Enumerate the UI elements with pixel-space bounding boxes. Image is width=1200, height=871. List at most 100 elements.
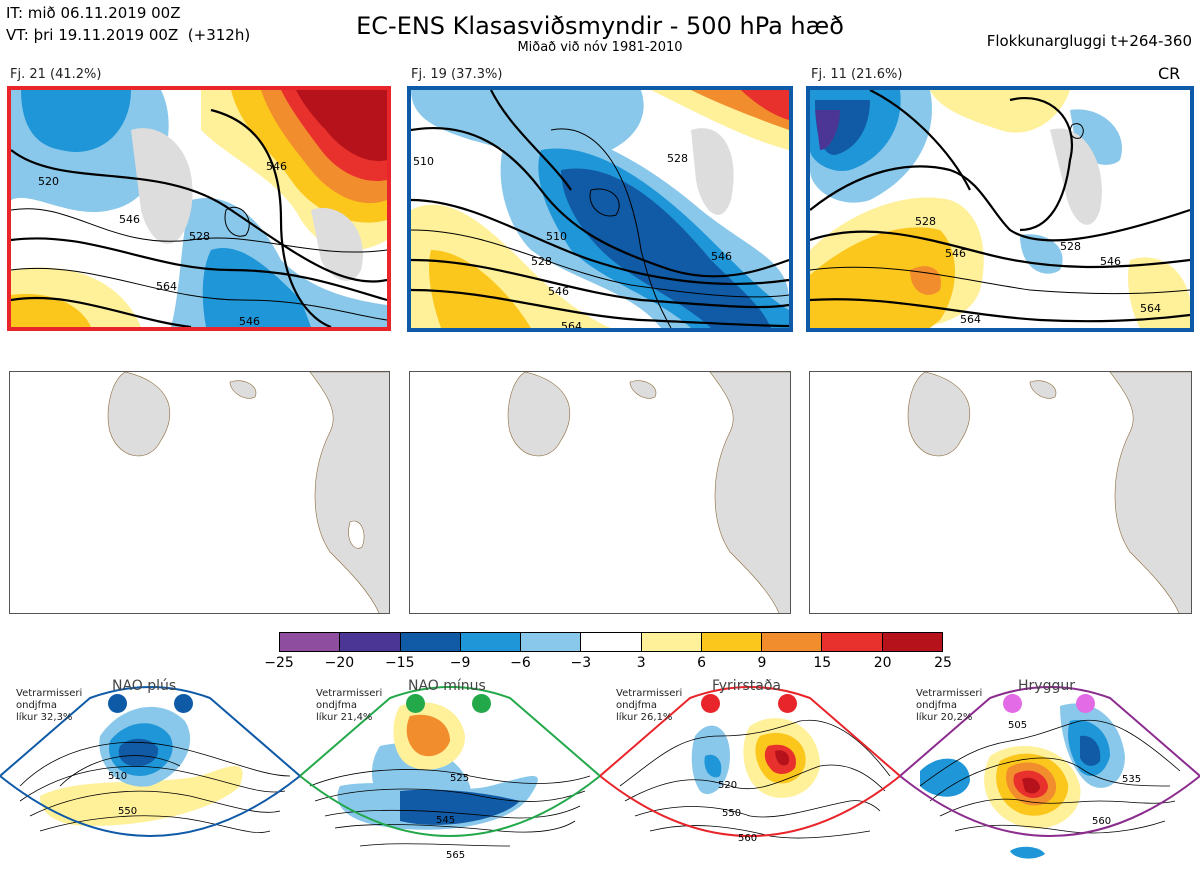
colorbar-tick-label: −3 [570, 655, 592, 671]
contour-label: 528 [189, 230, 210, 243]
cluster-label-2: Fj. 19 (37.3%) [411, 67, 503, 82]
regime-dot [174, 694, 193, 713]
regime-months: ondjfma [316, 700, 357, 711]
page-title: EC-ENS Klasasviðsmyndir - 500 hPa hæð [356, 12, 844, 40]
regime-probability: líkur 26,1% [616, 712, 673, 723]
regime-name: NAO plús [112, 678, 177, 694]
regime-info: Vetrarmisseri ondjfma líkur 26,1% [616, 688, 682, 724]
regime-dot [108, 694, 127, 713]
contour-label: 535 [1122, 774, 1141, 785]
colorbar-tick-label: 15 [813, 655, 832, 671]
contour-label: 510 [108, 771, 127, 782]
colorbar-tick-label: −15 [384, 655, 415, 671]
colorbar-tick-label: 6 [697, 655, 706, 671]
cluster-map-1: 520 546 528 546 564 546 [7, 86, 391, 331]
regime-info: Vetrarmisseri ondjfma líkur 21,4% [316, 688, 382, 724]
regime-dot [778, 694, 797, 713]
regime-season: Vetrarmisseri [316, 688, 383, 699]
regime-dot [406, 694, 425, 713]
cluster-map-3: 528 546 528 546 564 564 [806, 86, 1194, 332]
regime-dot [1003, 694, 1022, 713]
contour-label: 546 [266, 160, 287, 173]
empty-map-2 [409, 371, 791, 614]
regime-info: Vetrarmisseri ondjfma líkur 20,2% [916, 688, 982, 724]
contour-label: 564 [1140, 302, 1161, 315]
regime-dot [1076, 694, 1095, 713]
regime-nao-plus: 510 550 NAO plús Vetrarmisseri ondjfma l… [0, 676, 300, 871]
contour-label: 520 [718, 780, 737, 791]
regime-name: NAO mínus [408, 678, 486, 694]
regime-months: ondjfma [616, 700, 657, 711]
regime-dot [472, 694, 491, 713]
colorbar-swatch [701, 633, 763, 651]
contour-label: 505 [1008, 720, 1027, 731]
colorbar-swatch [882, 633, 942, 651]
regime-season: Vetrarmisseri [616, 688, 683, 699]
colorbar-swatch [460, 633, 522, 651]
contour-label: 546 [711, 250, 732, 263]
regime-season: Vetrarmisseri [16, 688, 83, 699]
colorbar-swatch [340, 633, 401, 651]
cluster-label-1: Fj. 21 (41.2%) [10, 67, 102, 82]
classification-window: Flokkunargluggi t+264-360 [986, 32, 1192, 50]
contour-label: 546 [239, 315, 260, 327]
colorbar-tick-label: 3 [636, 655, 646, 671]
colorbar-tick-label: −25 [264, 655, 294, 671]
regime-probability: líkur 21,4% [316, 712, 373, 723]
contour-label: 546 [548, 285, 569, 298]
regime-nao-minus: 525 545 565 NAO mínus Vetrarmisseri ondj… [300, 676, 600, 871]
valid-time: VT: þri 19.11.2019 00Z (+312h) [6, 26, 251, 44]
colorbar-swatch [581, 633, 642, 651]
colorbar-tick-label: −6 [510, 655, 531, 671]
regime-ridge: 505 535 560 Hryggur Vetrarmisseri ondjfm… [900, 676, 1200, 871]
colorbar-swatch [822, 633, 883, 651]
regime-months: ondjfma [16, 700, 57, 711]
contour-label: 528 [531, 255, 552, 268]
contour-label: 550 [118, 806, 137, 817]
colorbar-tick-label: −20 [324, 655, 355, 671]
contour-label: 564 [156, 280, 177, 293]
colorbar-tick-label: 25 [934, 655, 952, 671]
contour-label: 560 [1092, 816, 1111, 827]
contour-label: 545 [436, 815, 455, 826]
cluster-map-2: 510 528 510 528 546 546 564 564 [407, 86, 793, 332]
regime-blocking: 520 550 560 Fyrirstaða Vetrarmisseri ond… [600, 676, 900, 871]
contour-label: 565 [446, 850, 465, 861]
regime-name: Fyrirstaða [712, 678, 781, 694]
colorbar-swatch [280, 633, 341, 651]
regime-dot [701, 694, 720, 713]
colorbar-swatch [641, 633, 702, 651]
contour-label: 510 [413, 155, 434, 168]
empty-map-3 [809, 371, 1192, 614]
contour-label: 564 [656, 327, 677, 328]
contour-label: 546 [119, 213, 140, 226]
initial-time: IT: mið 06.11.2019 00Z [6, 4, 181, 22]
contour-label: 525 [450, 773, 469, 784]
contour-label: 528 [667, 152, 688, 165]
cr-tag: CR [1158, 64, 1181, 83]
contour-label: 546 [1100, 255, 1121, 268]
contour-label: 528 [915, 215, 936, 228]
colorbar-tick-label: 20 [873, 655, 892, 671]
regime-season: Vetrarmisseri [916, 688, 983, 699]
empty-map-1 [9, 371, 390, 614]
regime-info: Vetrarmisseri ondjfma líkur 32,3% [16, 688, 82, 724]
colorbar-tick-label: −9 [449, 655, 471, 671]
contour-label: 546 [945, 247, 966, 260]
page-subtitle: Miðað við nóv 1981-2010 [517, 40, 683, 55]
contour-label: 550 [722, 808, 741, 819]
cluster-label-3: Fj. 11 (21.6%) [811, 67, 903, 82]
contour-label: 560 [738, 833, 757, 844]
colorbar [279, 632, 943, 652]
colorbar-swatch [400, 633, 461, 651]
colorbar-swatch [762, 633, 823, 651]
contour-label: 510 [546, 230, 567, 243]
colorbar-swatch [521, 633, 582, 651]
regime-probability: líkur 20,2% [916, 712, 973, 723]
colorbar-tick-label: 9 [757, 655, 767, 671]
regime-name: Hryggur [1018, 678, 1075, 694]
contour-label: 564 [561, 320, 582, 328]
contour-label: 520 [38, 175, 59, 188]
regime-months: ondjfma [916, 700, 957, 711]
contour-label: 564 [960, 313, 981, 326]
